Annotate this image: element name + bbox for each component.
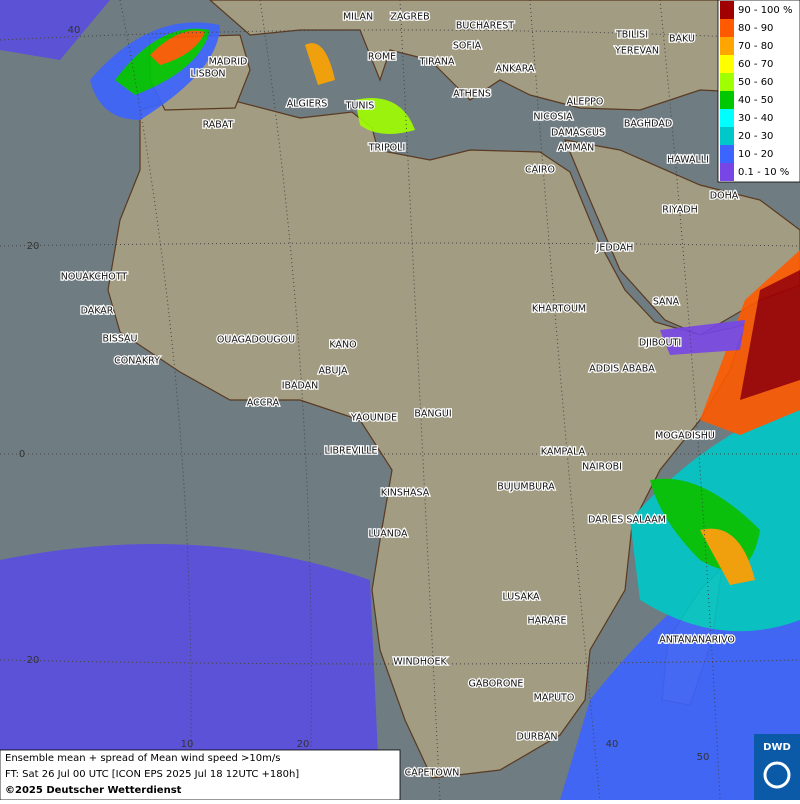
legend-label: 10 - 20: [738, 149, 773, 160]
city-label: DOHA: [710, 191, 739, 202]
legend-label: 90 - 100 %: [738, 5, 792, 16]
legend-swatch: [720, 1, 734, 19]
lon-label: 40: [606, 739, 619, 750]
city-label: DURBAN: [517, 732, 558, 743]
city-label: ACCRA: [247, 398, 280, 409]
city-label: WINDHOEK: [393, 657, 447, 668]
city-label: ANTANANARIVO: [659, 635, 735, 646]
city-label: KAMPALA: [541, 447, 586, 458]
legend-swatch: [720, 19, 734, 37]
city-label: RIYADH: [662, 205, 697, 216]
lat-label: 20: [27, 655, 40, 666]
city-label: TUNIS: [345, 101, 375, 112]
logo: DWD: [763, 742, 791, 753]
city-label: SOFIA: [453, 41, 482, 52]
city-label: YEREVAN: [614, 46, 659, 57]
lat-label: 40: [68, 25, 81, 36]
city-label: KHARTOUM: [532, 304, 586, 315]
legend-swatch: [720, 127, 734, 145]
city-label: ALGIERS: [287, 99, 328, 110]
city-label: KANO: [329, 340, 356, 351]
lat-label: 0: [19, 449, 25, 460]
city-labels: MILAN ZAGREB BUCHAREST SOFIA TBILISI BAKU MADR…: [60, 10, 793, 780]
city-label: TBILISI: [615, 30, 648, 41]
city-label: BAKU: [669, 34, 695, 45]
footer-box: [0, 749, 401, 801]
city-label: HAWALLI: [667, 155, 709, 166]
legend-label: 30 - 40: [738, 113, 773, 124]
city-label: ZAGREB: [390, 12, 429, 23]
logo-icon: [763, 761, 791, 789]
city-label: MADRID: [209, 57, 248, 68]
city-label: DAMASCUS: [551, 128, 605, 139]
city-label: LUANDA: [368, 529, 408, 540]
city-label: BAGHDAD: [624, 119, 672, 130]
city-label: NAIROBI: [582, 462, 622, 473]
lon-label: 10: [181, 739, 194, 750]
city-label: YAOUNDE: [350, 413, 397, 424]
city-label: CONAKRY: [114, 356, 160, 367]
city-label: SANA: [653, 297, 680, 308]
footer-line: Ensemble mean + spread of Mean wind spee…: [5, 753, 280, 764]
city-label: DAR ES SALAAM: [588, 515, 666, 526]
lon-label: 50: [697, 752, 710, 763]
legend-swatch: [720, 163, 734, 181]
city-label: LUSAKA: [502, 592, 540, 603]
city-label: MOGADISHU: [655, 431, 715, 442]
legend-swatch: [720, 109, 734, 127]
city-label: CAPETOWN: [405, 768, 460, 779]
city-label: IBADAN: [282, 381, 319, 392]
lon-label: 20: [297, 739, 310, 750]
legend-swatch: [720, 55, 734, 73]
city-label: TRIPOLI: [368, 143, 406, 154]
city-label: ADDIS ABABA: [589, 364, 655, 375]
city-label: BUJUMBURA: [497, 482, 555, 493]
legend-swatch: [720, 145, 734, 163]
city-label: HARARE: [528, 616, 567, 627]
city-label: LIBREVILLE: [324, 446, 377, 457]
city-label: ANKARA: [496, 64, 535, 75]
city-label: JEDDAH: [596, 243, 634, 254]
footer-line: FT: Sat 26 Jul 00 UTC [ICON EPS 2025 Jul…: [5, 769, 299, 780]
city-label: OUAGADOUGOU: [217, 335, 295, 346]
footer-line: ©2025 Deutscher Wetterdienst: [5, 785, 182, 796]
legend-label: 0.1 - 10 %: [738, 167, 789, 178]
city-label: LISBON: [190, 69, 225, 80]
legend-label: 80 - 90: [738, 23, 773, 34]
city-label: GABORONE: [469, 679, 524, 690]
city-label: BISSAU: [102, 334, 137, 345]
city-label: BANGUI: [414, 409, 451, 420]
city-label: MILAN: [343, 12, 373, 23]
legend-swatch: [720, 91, 734, 109]
legend-label: 50 - 60: [738, 77, 773, 88]
legend-swatch: [720, 73, 734, 91]
city-label: RABAT: [203, 120, 234, 131]
city-label: BUCHAREST: [456, 21, 514, 32]
city-label: AMMAN: [558, 143, 595, 154]
lat-label: 20: [27, 241, 40, 252]
city-label: ATHENS: [453, 89, 491, 100]
city-label: DJIBOUTI: [639, 338, 681, 349]
legend-label: 40 - 50: [738, 95, 773, 106]
logo-box: [754, 734, 800, 800]
legend: 90 - 100 % 80 - 90 70 - 80 60 - 70 50 - 60 40…: [717, 0, 800, 183]
legend-label: 60 - 70: [738, 59, 773, 70]
city-label: MAPUTO: [534, 693, 575, 704]
city-label: TIRANA: [419, 57, 455, 68]
city-label: ABUJA: [318, 366, 348, 377]
city-label: ROME: [368, 52, 396, 63]
city-label: KINSHASA: [381, 488, 430, 499]
legend-swatch: [720, 37, 734, 55]
city-label: NOUAKCHOTT: [61, 272, 128, 283]
legend-label: 70 - 80: [738, 41, 773, 52]
city-label: CAIRO: [525, 165, 555, 176]
city-label: NICOSIA: [533, 112, 573, 123]
city-label: ALEPPO: [567, 97, 604, 108]
legend-label: 20 - 30: [738, 131, 773, 142]
city-label: DAKAR: [81, 306, 114, 317]
